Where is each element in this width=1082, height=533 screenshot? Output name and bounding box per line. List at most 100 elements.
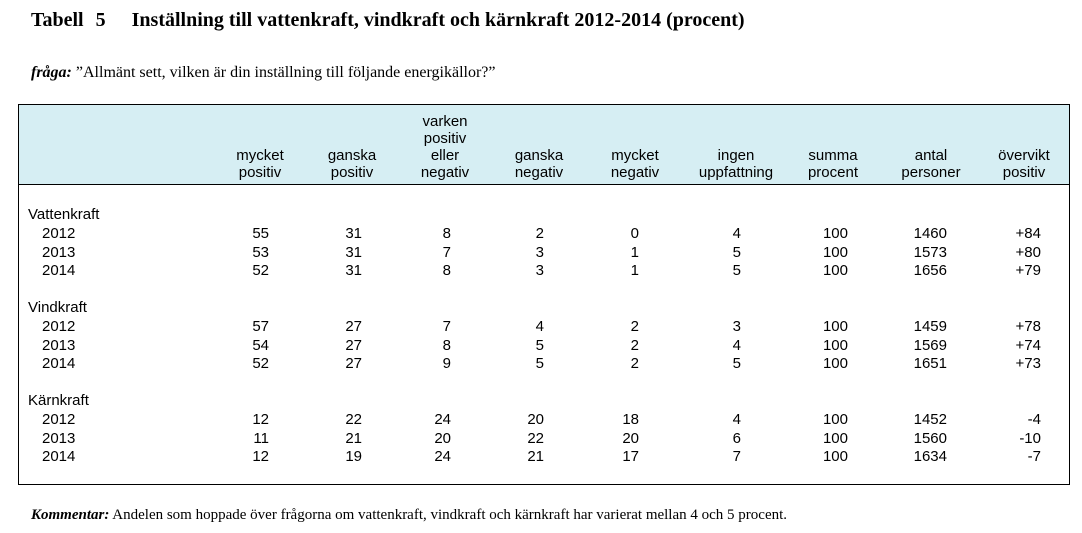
table-cell: 4 <box>732 411 741 428</box>
table-cell: 2 <box>630 355 639 372</box>
table-cell: 22 <box>345 411 362 428</box>
table-cell: 27 <box>345 318 362 335</box>
table-row: 2013 54 27 8 5 2 4 100 1569 +74 <box>19 336 1069 355</box>
table-cell: 5 <box>732 355 741 372</box>
table-cell: 31 <box>345 243 362 261</box>
table-cell: +79 <box>1015 262 1041 279</box>
table-cell: 2 <box>630 336 639 354</box>
data-table: mycket positiv ganska positiv varken positiv e… <box>18 104 1070 485</box>
table-cell: 100 <box>822 411 848 428</box>
table-cell: 100 <box>822 318 848 335</box>
table-row: 2014 52 27 9 5 2 5 100 1651 +73 <box>19 354 1069 373</box>
column-header-line: ganska <box>514 147 564 164</box>
table-cell: +78 <box>1015 318 1041 335</box>
table-cell: 5 <box>535 336 544 354</box>
row-year: 2013 <box>42 336 76 354</box>
table-cell: +84 <box>1015 225 1041 242</box>
row-year: 2012 <box>42 225 76 242</box>
column-header-line: personer <box>901 164 961 181</box>
table-cell: 5 <box>732 243 741 261</box>
table-cell: 8 <box>442 262 451 279</box>
table-cell: 1 <box>630 243 639 261</box>
row-year: 2013 <box>42 429 76 447</box>
table-cell: 1560 <box>913 429 947 447</box>
column-header: mycket positiv <box>215 147 305 181</box>
table-cell: 5 <box>732 262 741 279</box>
table-cell: -4 <box>1027 411 1041 428</box>
column-header-line: eller <box>430 147 460 164</box>
table-cell: 52 <box>252 355 269 372</box>
table-cell: 100 <box>822 262 848 279</box>
table-cell: 17 <box>622 448 639 465</box>
column-header: ganska positiv <box>307 147 397 181</box>
table-cell: 9 <box>442 355 451 372</box>
table-row: 2014 52 31 8 3 1 5 100 1656 +79 <box>19 261 1069 280</box>
table-cell: 18 <box>622 411 639 428</box>
table-cell: 2 <box>535 225 544 242</box>
column-header-line: summa <box>808 147 858 164</box>
table-row: 2012 57 27 7 4 2 3 100 1459 +78 <box>19 317 1069 336</box>
table-cell: 3 <box>732 318 741 335</box>
column-header: summa procent <box>788 147 878 181</box>
column-header: övervikt positiv <box>979 147 1069 181</box>
table-label: Tabell <box>31 9 84 31</box>
row-year: 2012 <box>42 318 76 335</box>
question-label: fråga: <box>31 64 72 81</box>
table-cell: 100 <box>822 336 848 354</box>
column-header: antal personer <box>886 147 976 181</box>
column-header-line: ingen <box>717 147 755 164</box>
table-cell: 20 <box>622 429 639 447</box>
column-header-line: positiv <box>238 164 282 181</box>
column-header-line: negativ <box>514 164 564 181</box>
column-header-line: mycket <box>611 147 659 164</box>
table-cell: 3 <box>535 243 544 261</box>
comment-text: Andelen som hoppade över frågorna om vat… <box>112 507 788 523</box>
table-cell: 4 <box>732 225 741 242</box>
question: fråga: ”Allmänt sett, vilken är din inst… <box>31 64 495 82</box>
column-header: varken positiv eller negativ <box>400 113 490 181</box>
table-cell: 6 <box>732 429 741 447</box>
comment-label: Kommentar: <box>31 507 110 523</box>
table-cell: 7 <box>732 448 741 465</box>
table-cell: 24 <box>434 448 451 465</box>
table-cell: 2 <box>630 318 639 335</box>
column-header-line: negativ <box>420 164 470 181</box>
table-cell: 11 <box>253 429 269 447</box>
table-cell: 100 <box>822 225 848 242</box>
row-year: 2014 <box>42 355 76 372</box>
table-cell: 0 <box>630 225 639 242</box>
column-header-line: varken <box>422 113 468 130</box>
table-cell: 7 <box>442 243 451 261</box>
row-year: 2013 <box>42 243 76 261</box>
table-cell: 1656 <box>913 262 947 279</box>
table-cell: 1651 <box>913 355 947 372</box>
column-header-line: antal <box>914 147 948 164</box>
table-cell: -10 <box>1019 429 1041 447</box>
column-header-line: uppfattning <box>698 164 774 181</box>
table-cell: 19 <box>345 448 362 465</box>
column-header-line: positiv <box>330 164 374 181</box>
column-header-line: procent <box>807 164 859 181</box>
column-header: mycket negativ <box>590 147 680 181</box>
column-header: ganska negativ <box>494 147 584 181</box>
table-cell: 52 <box>252 262 269 279</box>
column-header-line: ganska <box>327 147 377 164</box>
question-text: ”Allmänt sett, vilken är din inställning… <box>75 64 496 81</box>
table-cell: 1460 <box>913 225 947 242</box>
column-header-line: positiv <box>423 130 467 147</box>
row-year: 2012 <box>42 411 76 428</box>
table-cell: 1573 <box>913 243 947 261</box>
table-cell: 20 <box>527 411 544 428</box>
table-row: 2012 55 31 8 2 0 4 100 1460 +84 <box>19 224 1069 243</box>
table-cell: +80 <box>1015 243 1041 261</box>
table-cell: 1452 <box>913 411 947 428</box>
table-cell: 4 <box>732 336 741 354</box>
table-cell: 22 <box>527 429 544 447</box>
table-cell: 100 <box>822 448 848 465</box>
table-cell: +74 <box>1015 336 1041 354</box>
table-cell: 1569 <box>913 336 947 354</box>
table-cell: 20 <box>434 429 451 447</box>
table-cell: 1634 <box>913 448 947 465</box>
column-header: ingen uppfattning <box>691 147 781 181</box>
table-header: mycket positiv ganska positiv varken positiv e… <box>19 105 1069 185</box>
